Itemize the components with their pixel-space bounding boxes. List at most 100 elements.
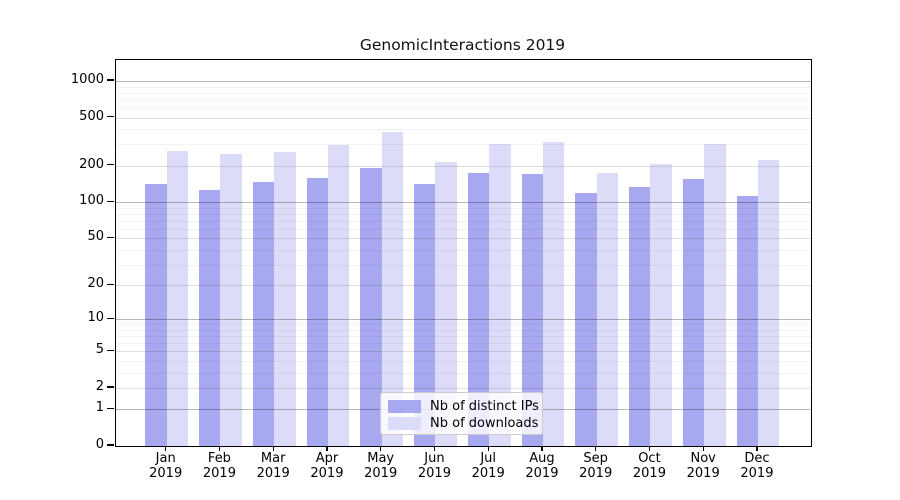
x-tick-mark: [326, 445, 328, 451]
x-tick-mark: [648, 445, 651, 451]
y-tick-mark: [107, 200, 114, 202]
bar-ips-oct: [629, 186, 651, 446]
y-tick-mark: [107, 236, 114, 238]
bar-downloads-dec: [757, 160, 780, 446]
x-tick-label-nov: Nov 2019: [686, 451, 720, 481]
x-tick-label-dec: Dec 2019: [740, 451, 774, 481]
y-tick-label: 1: [95, 400, 104, 416]
y-tick-label: 1000: [70, 72, 104, 87]
x-tick-label-jul: Jul 2019: [471, 451, 505, 481]
y-tick-label: 100: [79, 193, 104, 209]
x-tick-label-feb: Feb 2019: [202, 451, 236, 481]
gridline-minor: [116, 99, 811, 101]
gridline-minor: [116, 343, 811, 345]
y-tick-label: 5: [95, 342, 104, 358]
bar-ips-apr: [306, 177, 328, 446]
gridline: [116, 285, 811, 287]
bar-ips-feb: [199, 190, 221, 446]
gridline: [116, 117, 811, 119]
legend-label-downloads: Nb of downloads: [430, 415, 539, 431]
bar-downloads-aug: [542, 141, 565, 446]
x-tick-mark: [595, 445, 597, 451]
y-tick-label: 2: [95, 378, 104, 394]
gridline-minor: [116, 336, 811, 338]
gridline-minor: [116, 220, 811, 222]
x-tick-label-aug: Aug 2019: [525, 451, 559, 481]
x-tick-label-may: May 2019: [364, 451, 398, 481]
bar-ips-may: [360, 168, 382, 446]
bar-ips-jan: [145, 183, 167, 446]
gridline-minor: [116, 92, 811, 94]
x-tick-mark: [165, 445, 167, 451]
bar-downloads-may: [381, 131, 404, 446]
x-tick-label-oct: Oct 2019: [632, 451, 666, 481]
gridline: [116, 81, 811, 82]
gridline: [116, 202, 811, 204]
x-tick-label-apr: Apr 2019: [310, 451, 344, 481]
gridline-minor: [116, 144, 811, 146]
y-tick-mark: [107, 79, 114, 81]
x-tick-label-jun: Jun 2019: [417, 451, 451, 481]
plot-area: [115, 59, 812, 447]
chart-title: GenomicInteractions 2019: [359, 36, 566, 54]
y-tick-mark: [107, 115, 114, 118]
legend-label-distinct-ips: Nb of distinct IPs: [430, 398, 539, 414]
y-tick-mark: [107, 407, 114, 409]
bar-ips-sep: [575, 192, 597, 446]
x-tick-mark: [702, 445, 704, 451]
bar-ips-aug: [521, 174, 543, 446]
x-tick-mark: [380, 445, 382, 451]
bar-downloads-jan: [166, 151, 189, 446]
bar-downloads-feb: [220, 154, 242, 446]
gridline: [116, 387, 811, 389]
bar-downloads-oct: [650, 163, 672, 446]
gridline: [116, 165, 811, 167]
y-tick-label: 0: [95, 437, 104, 452]
bar-downloads-jun: [435, 161, 457, 446]
x-tick-mark: [218, 445, 221, 451]
x-tick-mark: [756, 445, 758, 451]
y-tick-mark: [107, 444, 114, 446]
bar-ips-dec: [736, 196, 758, 446]
bar-downloads-mar: [274, 151, 296, 446]
bar-ips-nov: [682, 178, 705, 446]
y-tick-label: 10: [87, 310, 104, 326]
bar-ips-mar: [252, 182, 275, 446]
gridline-minor: [116, 372, 811, 374]
gridline: [116, 238, 811, 240]
legend-item-distinct-ips: Nb of distinct IPs: [388, 399, 539, 414]
y-tick-mark: [107, 349, 114, 351]
gridline: [116, 351, 811, 353]
x-tick-mark: [272, 445, 274, 451]
legend-swatch-downloads: [388, 416, 421, 430]
x-tick-label-sep: Sep 2019: [579, 451, 613, 481]
y-tick-mark: [107, 386, 114, 388]
x-tick-label-mar: Mar 2019: [256, 451, 290, 481]
gridline-minor: [116, 86, 811, 88]
gridline-minor: [116, 264, 811, 266]
gridline-minor: [116, 129, 811, 131]
gridline-minor: [116, 213, 811, 215]
gridline-minor: [116, 207, 811, 209]
bar-ips-jul: [467, 173, 490, 446]
y-tick-mark: [107, 283, 114, 285]
x-tick-mark: [541, 445, 543, 451]
legend-swatch-distinct-ips: [388, 399, 421, 413]
bar-downloads-apr: [327, 145, 350, 446]
y-tick-mark: [107, 317, 114, 319]
gridline-minor: [116, 329, 811, 331]
gridline-minor: [116, 249, 811, 251]
gridline-minor: [116, 360, 811, 362]
gridline: [116, 319, 811, 321]
legend: Nb of distinct IPs Nb of downloads: [380, 392, 543, 435]
bar-downloads-nov: [704, 143, 726, 446]
y-tick-label: 200: [79, 156, 104, 172]
x-tick-label-jan: Jan 2019: [149, 451, 183, 481]
legend-item-downloads: Nb of downloads: [388, 416, 538, 431]
x-tick-mark: [487, 445, 489, 451]
bar-downloads-sep: [596, 173, 619, 446]
gridline-minor: [116, 228, 811, 230]
gridline-minor: [116, 324, 811, 326]
y-tick-label: 20: [87, 276, 104, 292]
